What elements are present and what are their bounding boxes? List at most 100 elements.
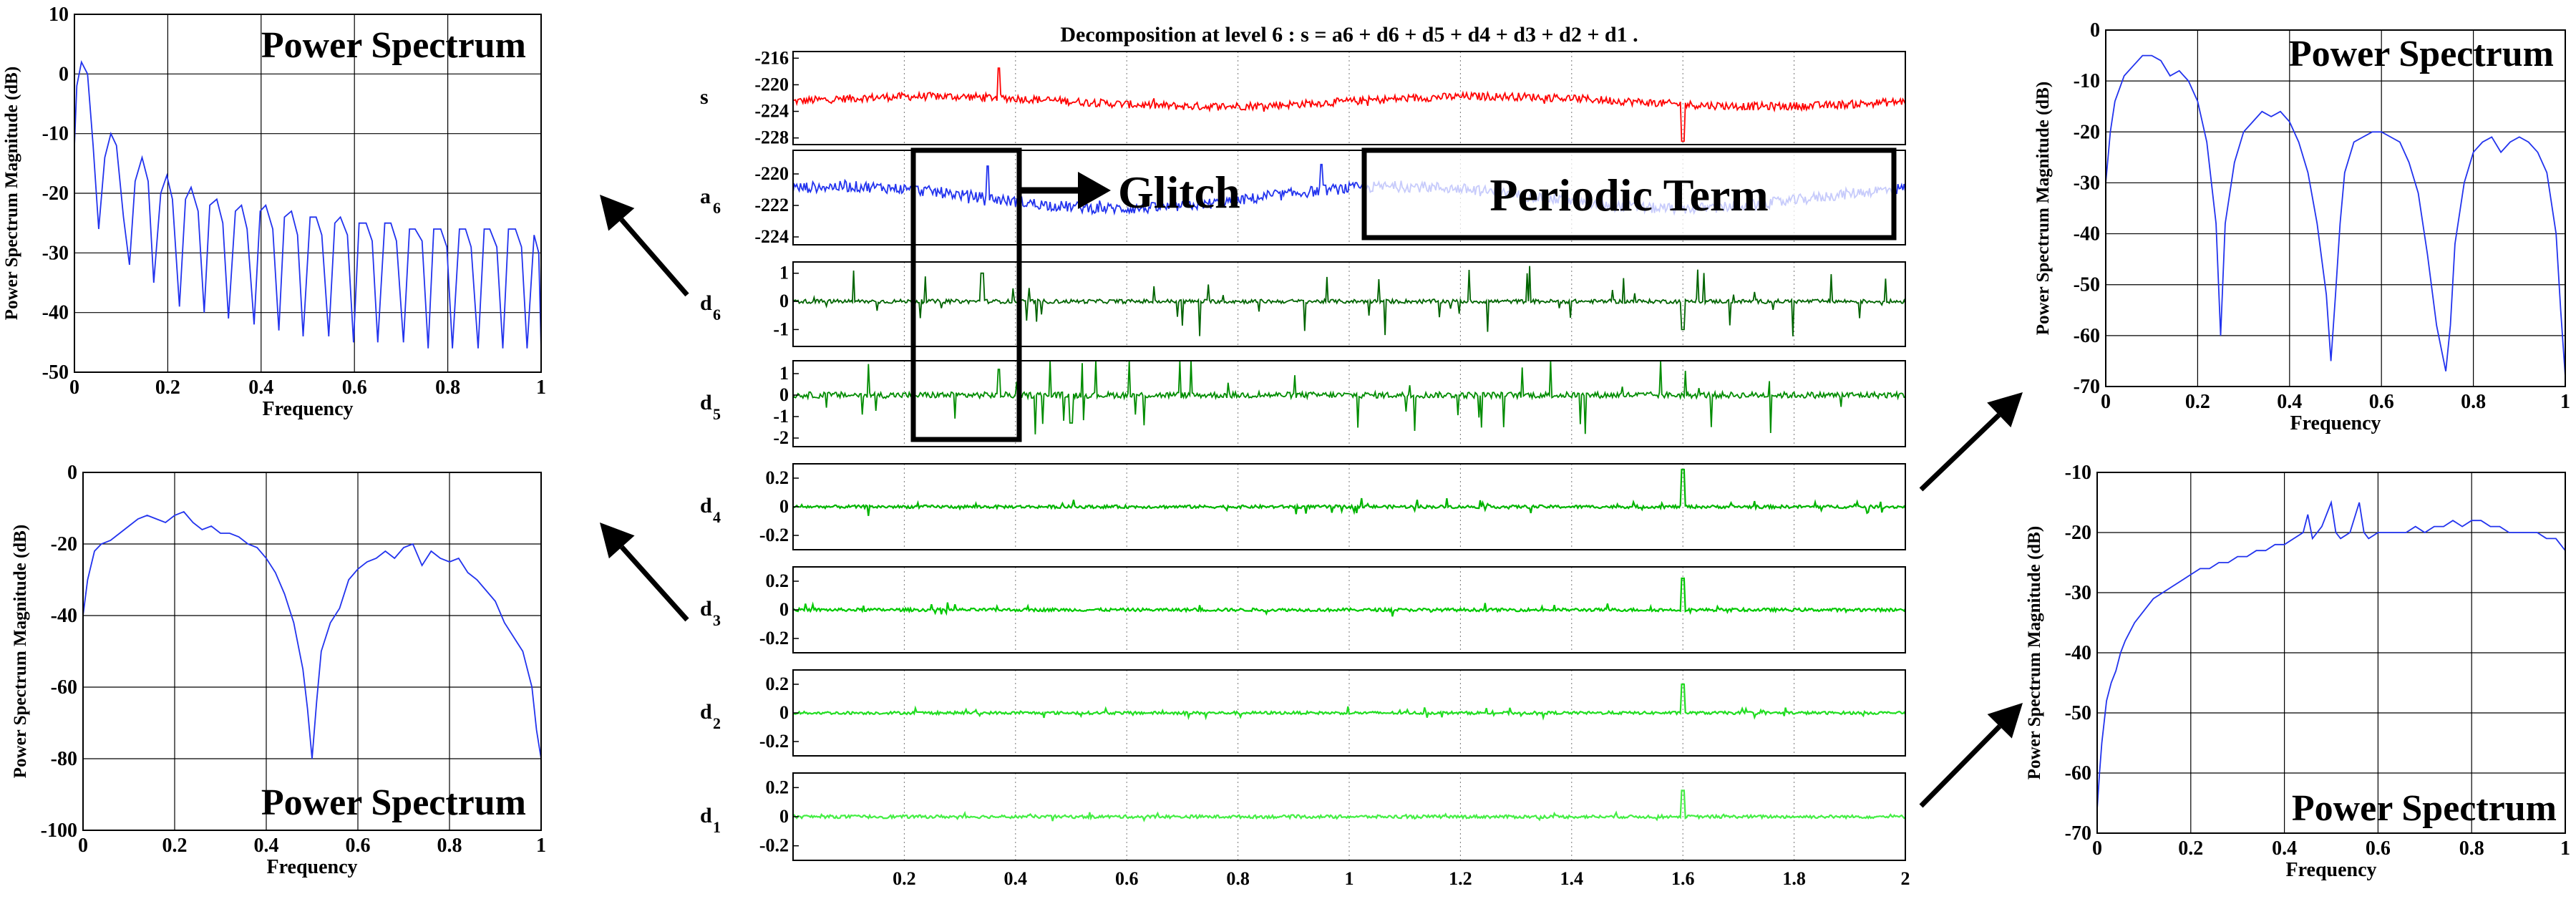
plot-area — [2106, 30, 2565, 387]
signal-trace — [792, 468, 1906, 516]
x-tick-label: 0.6 — [346, 835, 371, 857]
row-y-tick-label: -224 — [754, 226, 789, 247]
y-tick-label: -20 — [51, 533, 77, 555]
x-tick-label: 1 — [536, 376, 546, 399]
row-label-subscript: 4 — [713, 508, 721, 526]
decomposition-row-d1: 0.2 0 -0.2 d 1 — [700, 772, 1906, 861]
x-tick-label: 0.2 — [2185, 391, 2210, 413]
row-label-name: d — [700, 597, 712, 621]
chart-title: Power Spectrum — [261, 25, 526, 66]
periodic-term-label: Periodic Term — [1489, 170, 1768, 220]
arrow-head — [600, 523, 635, 559]
row-y-tick-label: -220 — [754, 163, 789, 184]
decomposition-row-d6: 1 0 -1 d 6 — [700, 261, 1906, 347]
spectrum-line — [82, 510, 542, 759]
y-tick-label: -10 — [42, 123, 69, 145]
glitch-label: Glitch — [1118, 167, 1240, 218]
signal-trace — [792, 789, 1906, 822]
row-y-tick-label: -220 — [754, 74, 789, 94]
x-tick-label: 0.2 — [162, 835, 188, 857]
decomposition-row-d3: 0.2 0 -0.2 d 3 — [700, 566, 1906, 653]
periodic-term-box — [1361, 147, 1897, 240]
y-tick-label: -40 — [2074, 223, 2100, 246]
row-y-tick-label: -228 — [754, 127, 789, 148]
row-label-subscript: 5 — [713, 405, 721, 423]
y-axis-label: Power Spectrum Magnitude (dB) — [2033, 82, 2053, 335]
x-tick-label: 0.8 — [1226, 868, 1250, 889]
y-tick-label: -10 — [2065, 462, 2091, 484]
row-y-tick-label: 0 — [779, 702, 789, 723]
y-tick-label: -60 — [51, 676, 77, 699]
y-tick-label: -40 — [42, 302, 69, 324]
row-y-tick-label: 1 — [779, 363, 789, 384]
row-y-tick-label: 0 — [779, 291, 789, 311]
row-label-subscript: 2 — [713, 714, 721, 732]
row-label-name: s — [700, 85, 709, 109]
plot-frame — [82, 472, 542, 831]
power-spectrum-panels: 0 0.2 0.4 0.6 0.8 1100-10-20-30-40-50Frequenc… — [2, 4, 2570, 881]
row-label-subscript: 3 — [713, 611, 721, 629]
plot-area — [83, 472, 541, 830]
y-tick-label: -60 — [2065, 762, 2091, 784]
plot-frame — [74, 14, 542, 373]
arrow-head — [1987, 392, 2023, 428]
x-tick-label: 0.4 — [248, 376, 273, 399]
x-tick-label: 1.8 — [1782, 868, 1806, 889]
x-tick-label: 0.4 — [254, 835, 279, 857]
decomposition-row-d4: 0.2 0 -0.2 d 4 — [700, 463, 1906, 550]
y-axis-label: Power Spectrum Magnitude (dB) — [2, 67, 21, 320]
row-label-name: d — [700, 291, 712, 315]
y-tick-label: -70 — [2074, 376, 2100, 398]
spectrum-chart-ps_bottom_right: 0 0.2 0.4 0.6 0.8 1 -10 -20 -30 -40 -50 -60 -70 Frequ… — [2025, 462, 2570, 881]
glitch-box — [910, 147, 1022, 442]
x-axis-label: Frequency — [262, 398, 353, 420]
x-tick-label: 2 — [1901, 868, 1910, 889]
y-tick-label: -60 — [2074, 325, 2100, 347]
x-axis-label: Frequency — [2290, 412, 2381, 434]
arrow-shaft — [619, 218, 689, 297]
row-label-name: a — [700, 185, 711, 208]
row-frame — [792, 261, 1906, 347]
y-tick-label: -30 — [2065, 582, 2091, 604]
x-axis-label: Frequency — [266, 856, 357, 878]
x-tick-label: 0.8 — [437, 835, 462, 857]
row-y-tick-label: 0 — [779, 806, 789, 827]
y-tick-label: -80 — [51, 748, 77, 770]
row-y-tick-label: 0.2 — [766, 467, 789, 488]
x-tick-label: 1.4 — [1560, 868, 1584, 889]
y-tick-label: -20 — [2074, 121, 2100, 143]
row-y-tick-label: -1 — [773, 319, 789, 339]
y-tick-label: -20 — [2065, 522, 2091, 544]
decomposition-x-axis: 0.2 0.4 0.6 0.8 1 1.2 1.4 1.6 1.8 2 — [893, 868, 1910, 889]
plot-frame — [2096, 472, 2566, 834]
x-tick-label: 0.8 — [435, 376, 460, 399]
arrow-to-bottom-right-spectrum — [1919, 703, 2023, 808]
x-tick-label: 0 — [2092, 837, 2102, 860]
row-y-tick-label: -1 — [773, 406, 789, 427]
row-frame — [792, 150, 1906, 246]
x-tick-label: 0.8 — [2461, 391, 2486, 413]
y-tick-label: 0 — [67, 462, 77, 484]
decomposition-row-d5: 10-1-2 d 5 — [700, 360, 1906, 448]
row-frame — [792, 360, 1906, 447]
row-y-tick-label: -0.2 — [759, 835, 789, 856]
spectrum-line — [2105, 54, 2566, 376]
chart-title: Power Spectrum — [261, 782, 526, 823]
x-tick-label: 1.2 — [1449, 868, 1472, 889]
glitch-arrow-head — [1078, 172, 1111, 209]
row-frame — [792, 51, 1906, 145]
row-label-name: d — [700, 494, 712, 517]
chart-title: Power Spectrum — [2289, 34, 2554, 74]
signal-trace — [792, 266, 1906, 336]
y-axis-label: Power Spectrum Magnitude (dB) — [2025, 526, 2044, 779]
row-y-tick-label: 0 — [779, 496, 789, 517]
arrow-to-bottom-left-spectrum — [600, 523, 689, 622]
row-y-tick-label: 0 — [779, 599, 789, 620]
y-tick-label: -50 — [2074, 274, 2100, 296]
x-axis-label: Frequency — [2285, 859, 2376, 881]
x-tick-label: 0.2 — [2178, 837, 2203, 860]
signal-trace — [792, 577, 1906, 617]
x-tick-label: 0.4 — [1004, 868, 1028, 889]
x-tick-label: 0 — [78, 835, 88, 857]
